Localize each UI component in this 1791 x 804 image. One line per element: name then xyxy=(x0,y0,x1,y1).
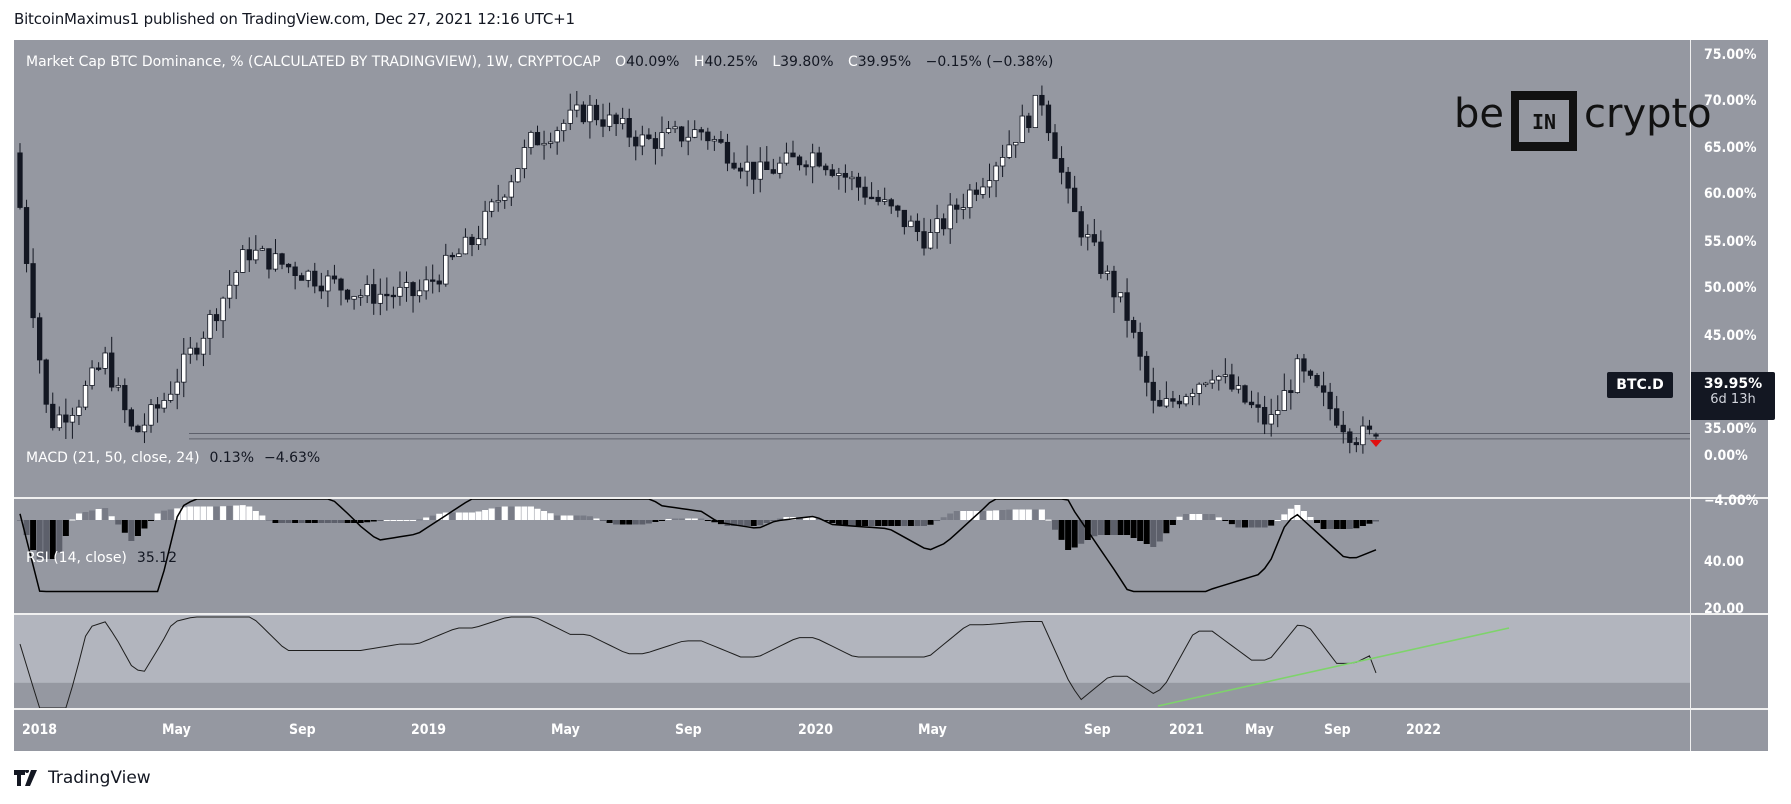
price-tick: 45.00% xyxy=(1704,328,1757,344)
time-tick: Sep xyxy=(1084,722,1111,738)
bar-countdown: 6d 13h xyxy=(1710,392,1756,407)
time-tick: 2021 xyxy=(1169,722,1205,738)
rsi-value: 35.12 xyxy=(136,550,177,566)
change-value: −0.15% (−0.38%) xyxy=(925,54,1054,70)
rsi-legend[interactable]: RSI (14, close) 35.12 xyxy=(26,550,177,566)
symbol-legend[interactable]: Market Cap BTC Dominance, % (CALCULATED … xyxy=(26,54,1053,70)
tradingview-logo-icon xyxy=(14,770,37,786)
time-tick: Sep xyxy=(1324,722,1351,738)
price-tick: 50.00% xyxy=(1704,280,1757,296)
price-tick: 65.00% xyxy=(1704,140,1757,156)
beincrypto-watermark: be IN crypto xyxy=(1454,87,1712,157)
time-tick: Sep xyxy=(289,722,316,738)
macd-pane-divider[interactable] xyxy=(14,497,1768,499)
rsi-pane-divider[interactable] xyxy=(14,613,1768,615)
macd-tick: −4.00% xyxy=(1704,493,1759,509)
svg-text:IN: IN xyxy=(1532,110,1556,134)
time-tick: May xyxy=(162,722,191,738)
chart-graphics xyxy=(14,85,1690,709)
macd-legend[interactable]: MACD (21, 50, close, 24) 0.13% −4.63% xyxy=(26,450,320,466)
chart-area[interactable]: Market Cap BTC Dominance, % (CALCULATED … xyxy=(14,40,1775,751)
low-value: 39.80% xyxy=(780,54,834,70)
in-bracket-icon: IN xyxy=(1511,91,1577,151)
time-tick: May xyxy=(1245,722,1274,738)
tradingview-footer[interactable]: TradingView xyxy=(14,768,151,788)
time-tick: Sep xyxy=(675,722,702,738)
close-value: 39.95% xyxy=(857,54,912,70)
time-tick: May xyxy=(918,722,947,738)
time-tick: May xyxy=(551,722,580,738)
macd-hist-value: 0.13% xyxy=(209,450,255,466)
low-key: L xyxy=(772,54,781,70)
macd-line-value: −4.63% xyxy=(264,450,321,466)
macd-tick: 0.00% xyxy=(1704,448,1748,464)
price-tick: 60.00% xyxy=(1704,186,1757,202)
open-value: 40.09% xyxy=(626,54,680,70)
close-key: C xyxy=(847,54,858,70)
high-key: H xyxy=(693,54,705,70)
symbol-tag: BTC.D xyxy=(1607,372,1673,398)
time-axis-divider xyxy=(14,708,1768,710)
tradingview-brand: TradingView xyxy=(48,768,151,788)
time-tick: 2018 xyxy=(22,722,58,738)
high-value: 40.25% xyxy=(704,54,758,70)
last-price-tag: 39.95% 6d 13h xyxy=(1691,372,1775,420)
time-tick: 2020 xyxy=(798,722,834,738)
rsi-tick: 40.00 xyxy=(1704,554,1744,570)
time-tick: 2019 xyxy=(411,722,447,738)
publisher-line: BitcoinMaximus1 published on TradingView… xyxy=(14,10,575,28)
watermark-be: be xyxy=(1454,91,1504,137)
rsi-tick: 20.00 xyxy=(1704,601,1744,617)
macd-label: MACD (21, 50, close, 24) xyxy=(26,450,200,466)
price-tick: 55.00% xyxy=(1704,234,1757,250)
time-tick: 2022 xyxy=(1406,722,1442,738)
price-scale-divider xyxy=(1690,40,1691,751)
price-tick: 35.00% xyxy=(1704,421,1757,437)
price-tick: 70.00% xyxy=(1704,93,1757,109)
price-tick: 75.00% xyxy=(1704,47,1757,63)
rsi-label: RSI (14, close) xyxy=(26,550,127,566)
legend-title: Market Cap BTC Dominance, % (CALCULATED … xyxy=(26,54,601,70)
open-key: O xyxy=(615,54,627,70)
watermark-crypto: crypto xyxy=(1584,91,1712,137)
last-price: 39.95% xyxy=(1703,376,1763,392)
